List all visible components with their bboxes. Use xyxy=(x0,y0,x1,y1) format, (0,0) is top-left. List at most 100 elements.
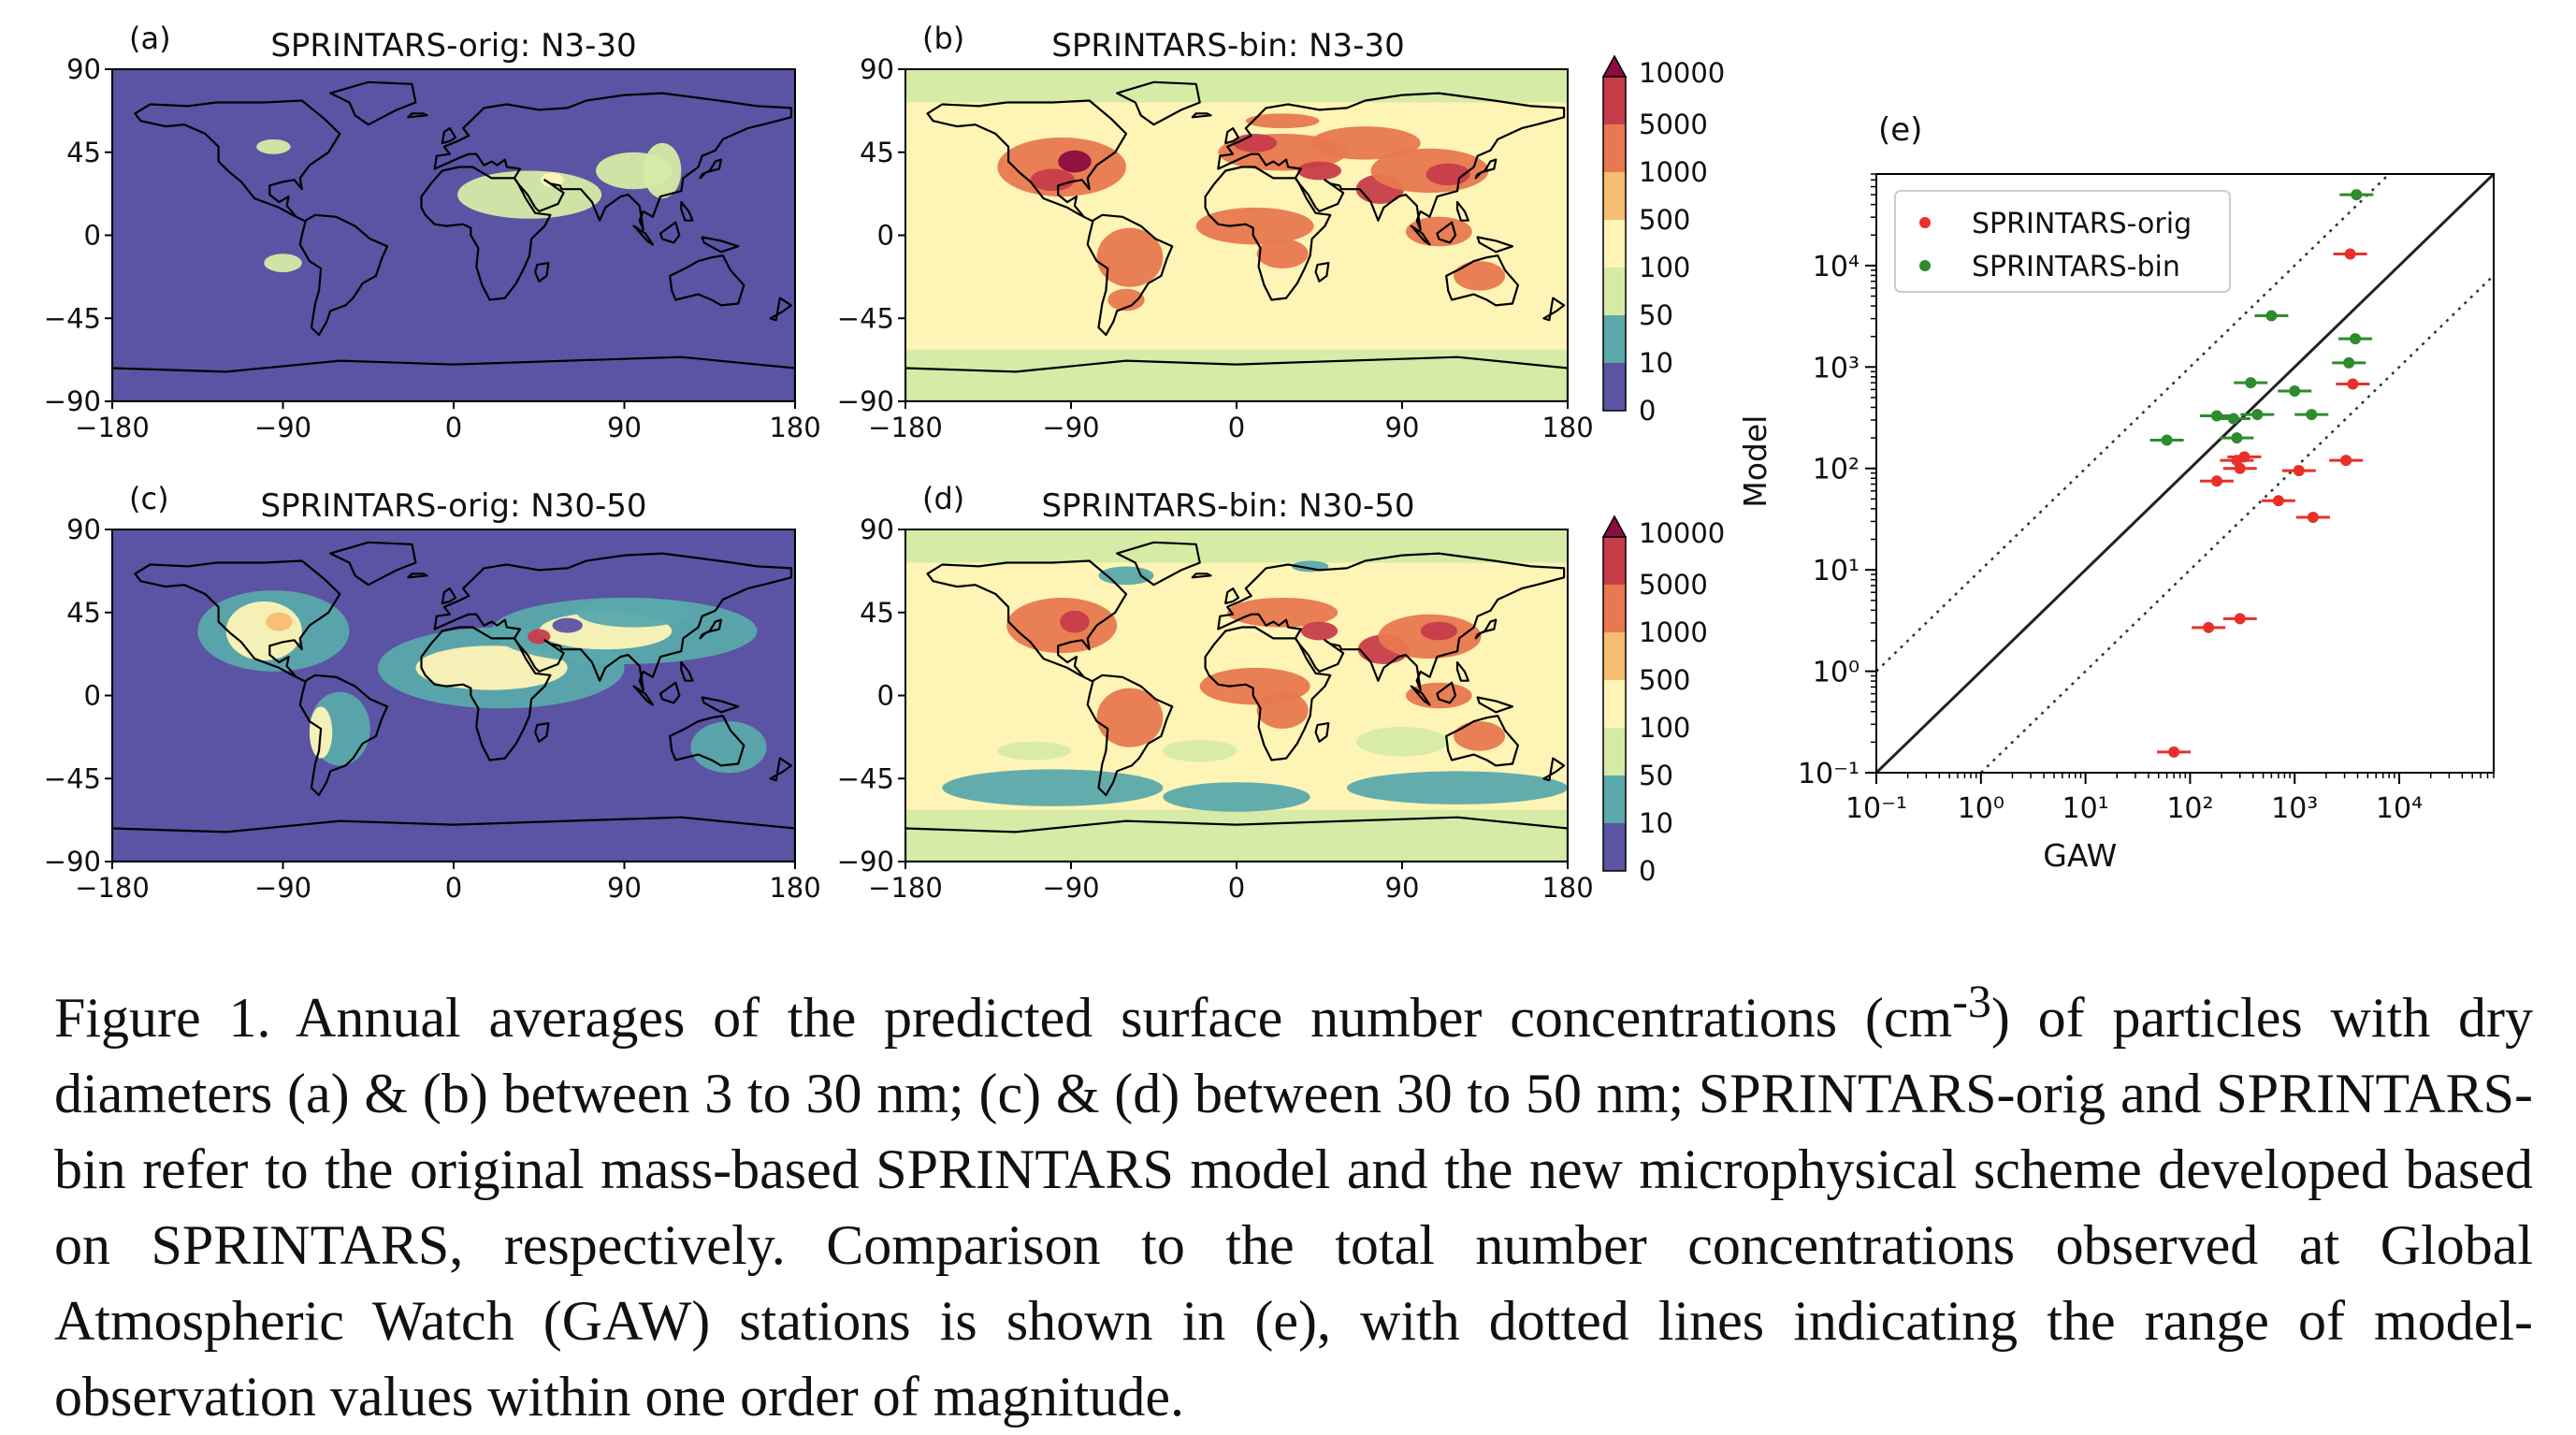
coastline xyxy=(701,696,740,714)
one-to-one-line xyxy=(1876,174,2494,773)
lat-tick-label: 90 xyxy=(66,53,101,85)
lat-tick-label: −90 xyxy=(44,385,101,417)
antarctic-band xyxy=(905,349,1568,401)
concentration-region xyxy=(1454,721,1506,751)
data-point xyxy=(2343,356,2355,369)
x-tick-label: 10³ xyxy=(2271,792,2318,825)
coastline xyxy=(1542,297,1566,322)
coastline xyxy=(1191,112,1212,119)
legend: SPRINTARS-orig SPRINTARS-bin xyxy=(1894,190,2231,293)
map-background xyxy=(112,69,795,401)
lat-tick-label: −45 xyxy=(44,302,101,334)
colorbar-segment xyxy=(1603,585,1626,632)
concentration-region xyxy=(1030,168,1075,192)
lat-tick-label: −90 xyxy=(837,846,894,877)
concentration-region xyxy=(1096,688,1164,747)
concentration-region xyxy=(1163,782,1310,812)
x-tick-label: 10⁰ xyxy=(1958,792,2004,825)
panel-title: SPRINTARS-orig: N3-30 xyxy=(270,27,636,65)
lon-tick-label: 0 xyxy=(445,872,462,904)
lon-tick-label: 90 xyxy=(1385,412,1420,443)
x-tick-label: 10¹ xyxy=(2062,792,2109,825)
coastline xyxy=(441,127,457,144)
concentration-region xyxy=(266,612,293,631)
coastline xyxy=(1410,685,1431,706)
lat-tick-label: 90 xyxy=(860,514,894,545)
colorbar-tick-label: 10 xyxy=(1639,347,1673,379)
data-point xyxy=(2245,377,2257,389)
lon-tick-label: −180 xyxy=(75,872,150,904)
concentration-region xyxy=(1163,739,1237,762)
coastline xyxy=(1542,757,1566,782)
concentration-region xyxy=(552,617,583,633)
colorbar-segment xyxy=(1603,268,1626,315)
lat-tick-label: −90 xyxy=(837,385,894,417)
figure-caption: Figure 1. Annual averages of the predict… xyxy=(54,964,2533,1435)
panel-title: SPRINTARS-bin: N30-50 xyxy=(1041,487,1414,525)
data-point xyxy=(2344,248,2356,260)
colorbar-tick-label: 50 xyxy=(1639,299,1673,331)
caption-suffix: ) of particles with dry diameters (a) & … xyxy=(54,987,2534,1428)
coastline xyxy=(1314,262,1330,283)
coastline xyxy=(1204,626,1332,761)
coastline xyxy=(1217,552,1566,691)
lon-tick-label: 0 xyxy=(445,412,462,443)
concentration-region xyxy=(1420,621,1458,641)
coastline xyxy=(658,681,681,704)
coastline xyxy=(1476,696,1514,714)
concentration-region xyxy=(1256,691,1309,729)
data-point xyxy=(2350,333,2362,345)
coastline xyxy=(1476,236,1514,254)
coastline xyxy=(298,674,389,797)
lat-tick-label: 0 xyxy=(877,680,894,712)
legend-box xyxy=(1894,190,2231,293)
lon-tick-label: 0 xyxy=(1228,872,1245,904)
panel-label: (e) xyxy=(1878,111,1922,149)
data-point xyxy=(2251,409,2264,421)
lon-tick-label: 0 xyxy=(1228,412,1245,443)
coastline xyxy=(1445,254,1519,307)
x-axis-label: GAW xyxy=(2043,837,2117,874)
lat-tick-label: 45 xyxy=(66,137,101,168)
colorbar-segment xyxy=(1603,77,1626,124)
colorbar-tick-label: 5000 xyxy=(1639,109,1708,140)
coastline xyxy=(1314,722,1330,743)
lon-tick-label: −90 xyxy=(254,872,311,904)
concentration-region xyxy=(1096,227,1164,287)
coastline xyxy=(1224,127,1240,144)
concentration-region xyxy=(1296,161,1342,181)
arctic-band xyxy=(905,529,1568,563)
concentration-region xyxy=(1227,597,1339,628)
scatter-panel: 10⁻¹ 10⁰ 10¹ 10² 10³ 10⁴ 10⁴ 10³ 10² 10¹ 10⁰ 10⁻¹ GA… xyxy=(1737,111,2495,874)
y-tick-label: 10⁴ xyxy=(1813,251,1860,283)
coastline xyxy=(669,254,745,307)
concentration-region xyxy=(1060,610,1090,633)
lat-tick-label: 45 xyxy=(66,597,101,629)
coastline xyxy=(680,660,694,682)
lon-tick-label: −180 xyxy=(75,412,150,443)
data-point xyxy=(2347,378,2359,390)
antarctic-band xyxy=(905,809,1568,862)
panel-title: SPRINTARS-bin: N3-30 xyxy=(1051,27,1404,65)
lat-tick-label: 0 xyxy=(84,220,101,252)
concentration-region xyxy=(1195,207,1314,245)
coastline xyxy=(701,236,740,254)
panel-label: (b) xyxy=(922,21,964,56)
colorbar-frame xyxy=(1602,536,1627,872)
colorbar-tick-label: 100 xyxy=(1639,252,1690,283)
map-field xyxy=(112,529,795,862)
coastline xyxy=(905,355,1568,401)
coastline xyxy=(298,213,389,337)
coastline xyxy=(632,685,654,706)
colorbar-segment xyxy=(1603,775,1626,823)
data-point xyxy=(2289,384,2301,397)
coastline xyxy=(769,757,792,782)
colorbar-tick-label: 10000 xyxy=(1639,517,1725,549)
lat-tick-label: 45 xyxy=(860,137,894,168)
coastline xyxy=(1445,715,1519,767)
colorbar-tick-label: 1000 xyxy=(1639,156,1708,188)
colorbar-tick-label: 10000 xyxy=(1639,57,1725,89)
